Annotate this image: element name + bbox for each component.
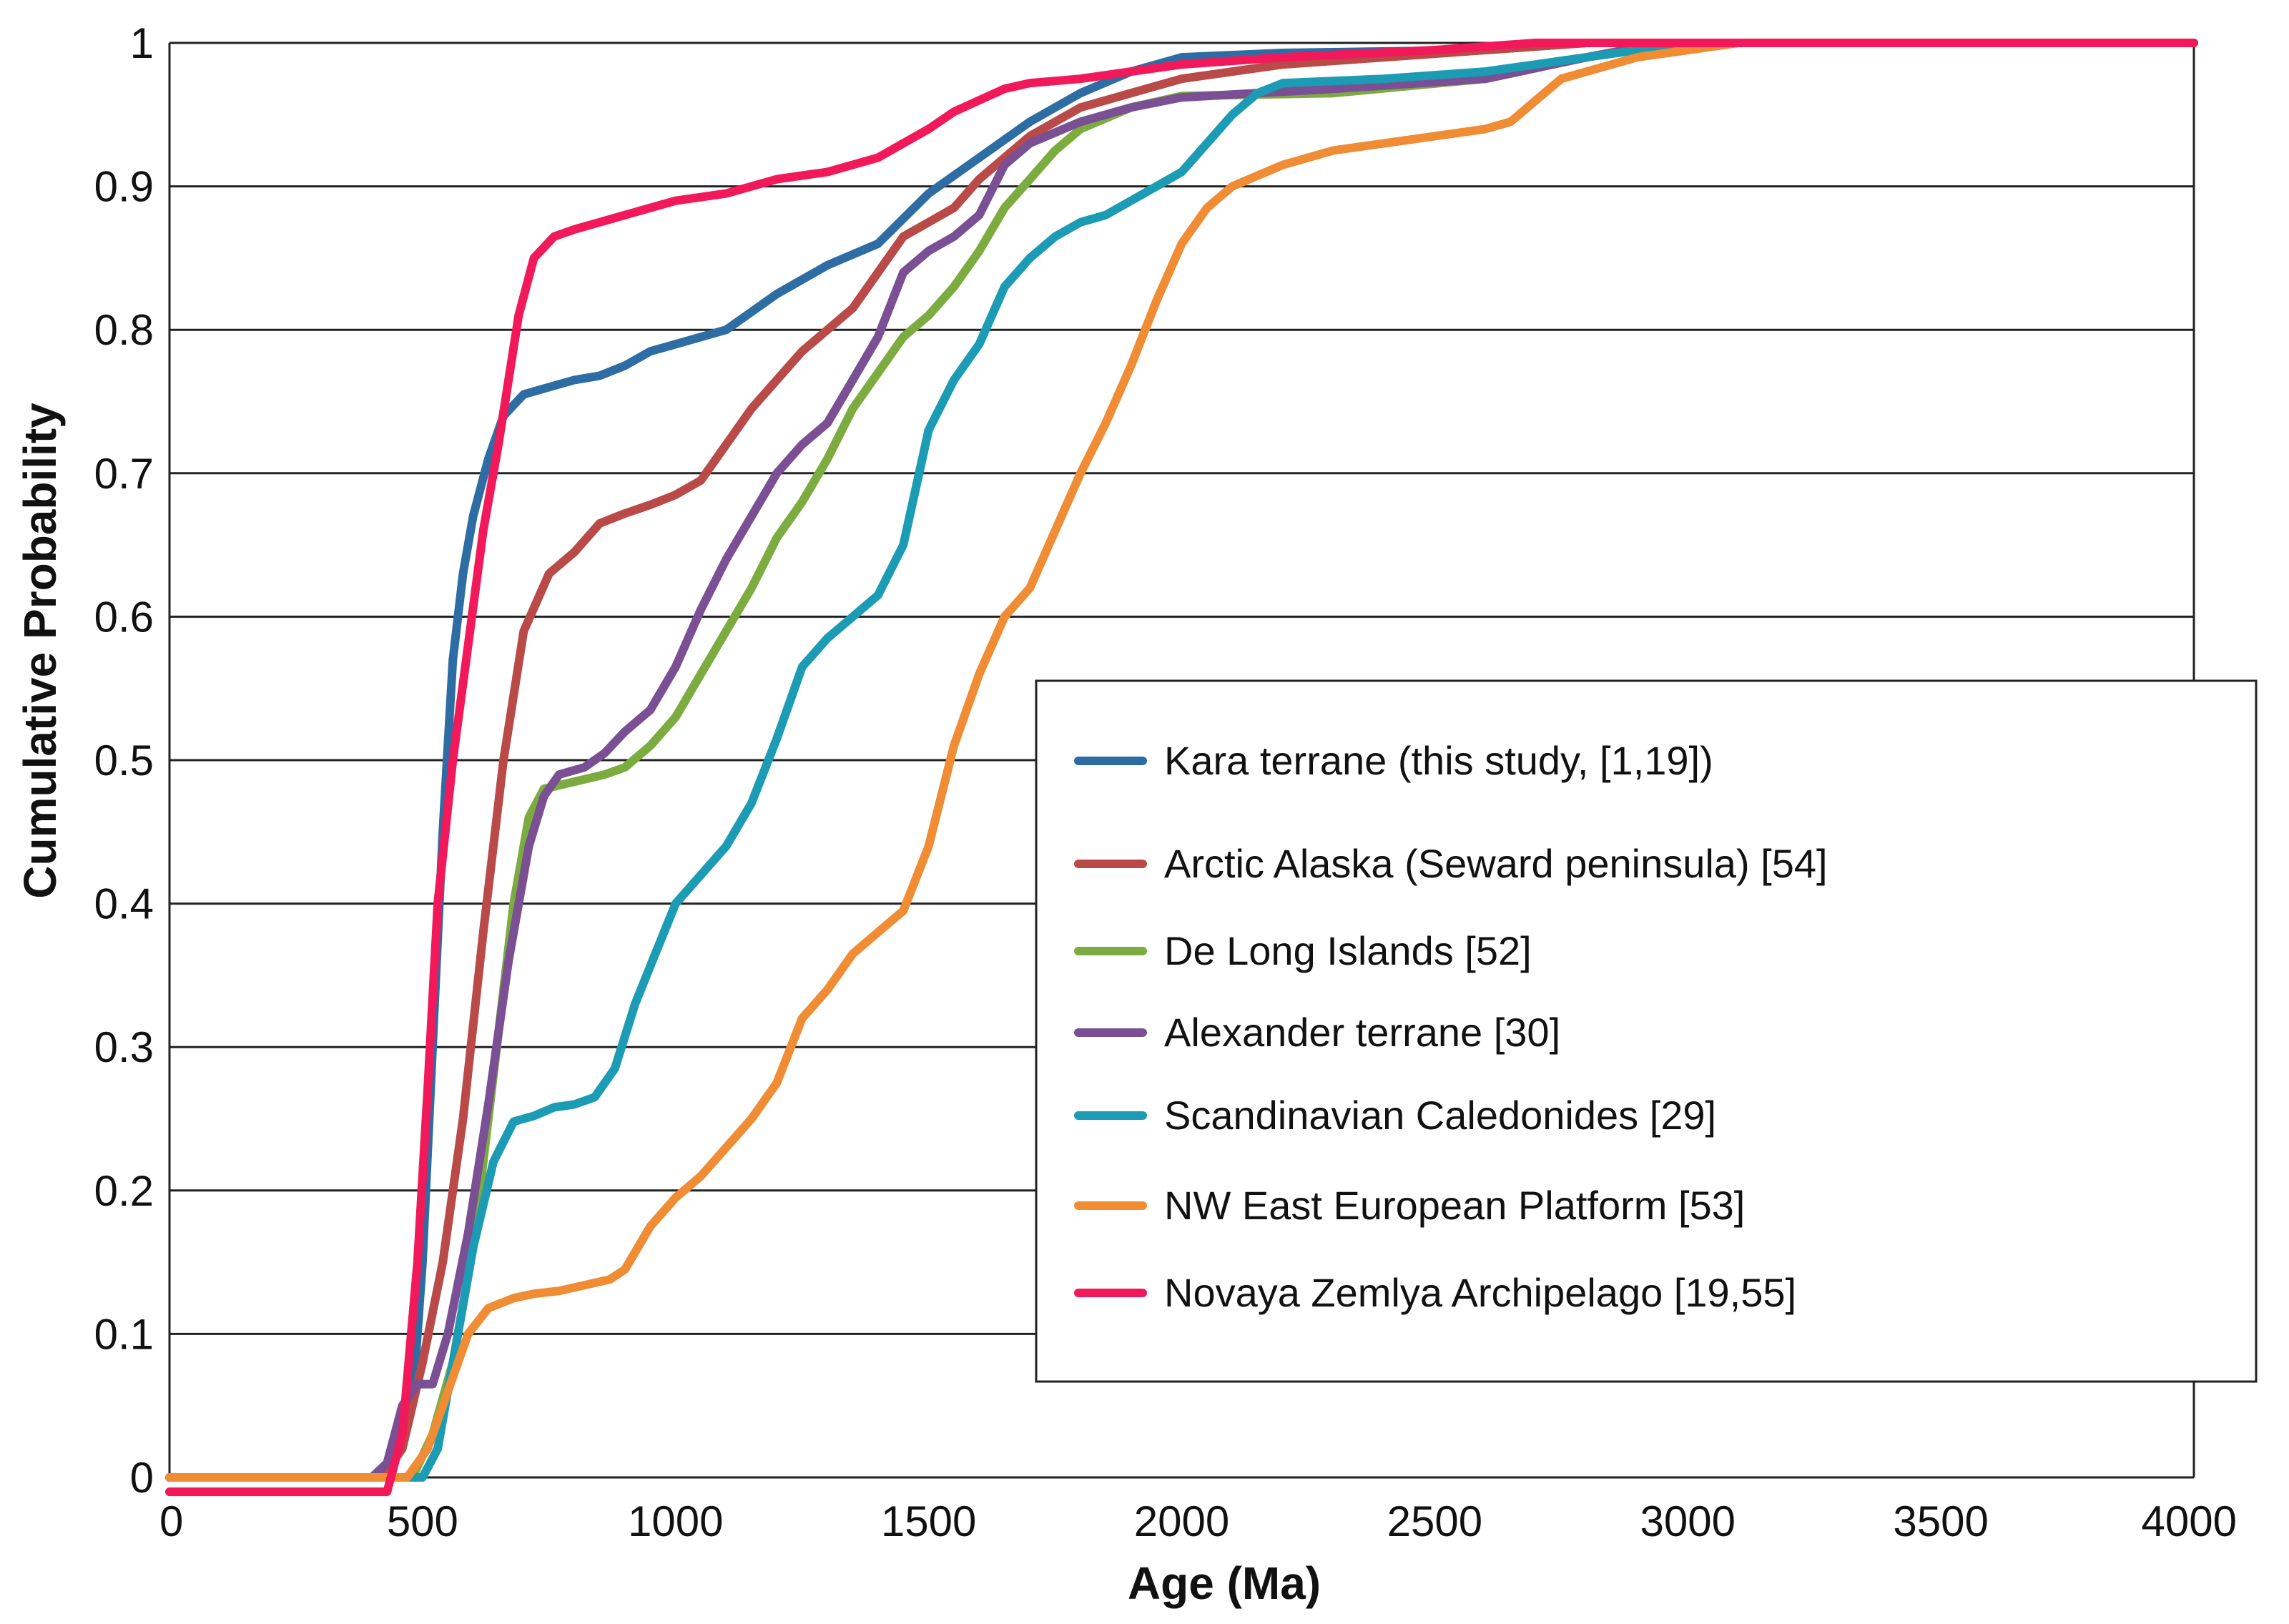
y-tick-label: 0.3 bbox=[94, 1023, 154, 1071]
x-tick-labels: 0 500 1000 1500 2000 2500 3000 3500 4000 bbox=[159, 1497, 2237, 1545]
x-tick-label: 0 bbox=[159, 1497, 183, 1545]
x-axis-title: Age (Ma) bbox=[1128, 1557, 1321, 1609]
legend-label-6: NW East European Platform [53] bbox=[1164, 1183, 1745, 1228]
series-line-6 bbox=[165, 39, 2198, 1482]
x-tick-label: 4000 bbox=[2142, 1497, 2237, 1545]
legend: Kara terrane (this study, [1,19]) Arctic … bbox=[1035, 679, 2258, 1383]
x-tick-label: 2000 bbox=[1134, 1497, 1229, 1545]
y-tick-label: 0.2 bbox=[94, 1167, 154, 1215]
y-axis-title: Cumulative Probability bbox=[14, 403, 66, 899]
x-tick-label: 3000 bbox=[1640, 1497, 1736, 1545]
series-lines bbox=[165, 39, 2198, 1497]
x-tick-label: 1000 bbox=[628, 1497, 723, 1545]
y-tick-label: 0.1 bbox=[94, 1310, 154, 1358]
y-tick-label: 0.5 bbox=[94, 737, 154, 784]
y-tick-label: 0.4 bbox=[94, 880, 154, 928]
x-tick-label: 500 bbox=[387, 1497, 458, 1545]
series-line-2 bbox=[165, 39, 2198, 1482]
x-tick-label: 2500 bbox=[1387, 1497, 1482, 1545]
y-tick-label: 0 bbox=[130, 1454, 154, 1502]
legend-label-5: Scandinavian Caledonides [29] bbox=[1164, 1093, 1716, 1138]
legend-label-7: Novaya Zemlya Archipelago [19,55] bbox=[1164, 1270, 1796, 1315]
legend-label-2: Arctic Alaska (Seward peninsula) [54] bbox=[1164, 841, 1828, 886]
x-tick-label: 3500 bbox=[1893, 1497, 1988, 1545]
legend-label-1: Kara terrane (this study, [1,19]) bbox=[1164, 738, 1713, 783]
legend-entries: Kara terrane (this study, [1,19]) Arctic … bbox=[1074, 738, 1828, 1315]
x-tick-label: 1500 bbox=[881, 1497, 976, 1545]
y-tick-labels: 0 0.1 0.2 0.3 0.4 0.5 0.6 0.7 0.8 0.9 1 bbox=[94, 19, 154, 1502]
y-tick-label: 0.7 bbox=[94, 450, 154, 498]
series-line-5 bbox=[165, 39, 2198, 1482]
y-tick-label: 1 bbox=[130, 19, 154, 67]
series-line-4 bbox=[165, 39, 2198, 1482]
legend-box bbox=[1035, 679, 2258, 1383]
y-tick-label: 0.6 bbox=[94, 593, 154, 641]
y-tick-label: 0.8 bbox=[94, 306, 154, 354]
y-tick-label: 0.9 bbox=[94, 163, 154, 211]
legend-label-4: Alexander terrane [30] bbox=[1164, 1010, 1560, 1055]
series-line-7 bbox=[165, 39, 2198, 1497]
legend-label-3: De Long Islands [52] bbox=[1164, 928, 1532, 973]
